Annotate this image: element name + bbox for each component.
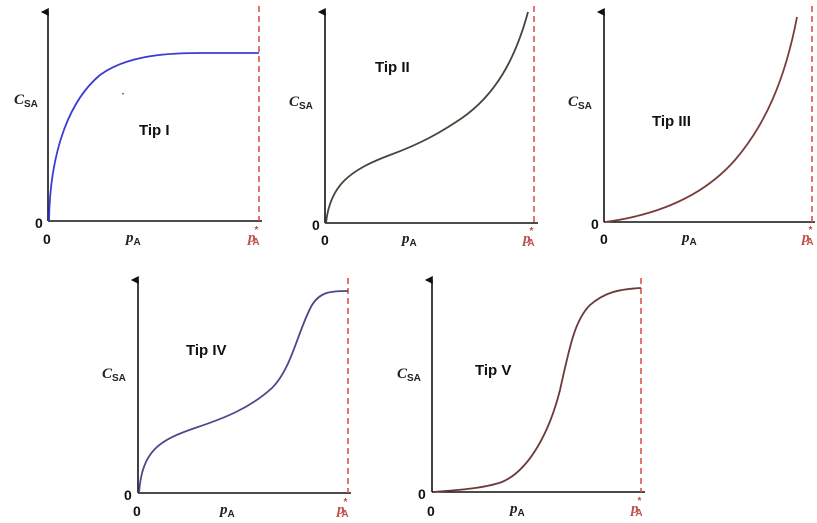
y-axis-label: CSA — [397, 366, 421, 384]
saturation-pressure-label: p* A — [800, 225, 814, 248]
origin-y-zero: 0 — [591, 216, 599, 232]
panel-title: Tip V — [475, 362, 511, 379]
panel-tip-3: CSA 0 0 pA p* A Tip III — [568, 6, 815, 248]
origin-x-zero: 0 — [427, 503, 435, 519]
x-axis-label: pA — [508, 501, 525, 519]
saturation-pressure-label: p* A — [335, 497, 349, 520]
isotherm-curve — [605, 17, 797, 222]
isotherm-curve — [433, 288, 641, 492]
origin-x-zero: 0 — [600, 231, 608, 247]
saturation-pressure-label: p* A — [521, 226, 535, 249]
x-axis-label: pA — [400, 231, 417, 249]
x-axis-label: pA — [218, 502, 235, 520]
origin-y-zero: 0 — [124, 487, 132, 503]
panel-tip-1: CSA 0 0 pA p* A Tip I — [14, 6, 262, 248]
origin-x-zero: 0 — [133, 503, 141, 519]
origin-x-zero: 0 — [43, 231, 51, 247]
x-axis-label: pA — [124, 230, 141, 248]
panel-tip-2: CSA 0 0 pA p* A Tip II — [289, 6, 538, 249]
y-axis-label: CSA — [14, 92, 38, 110]
y-axis-label: CSA — [289, 94, 313, 112]
panel-tip-4: CSA 0 0 pA p* A Tip IV — [102, 278, 351, 520]
panel-title: Tip III — [652, 113, 691, 130]
x-axis-label: pA — [680, 230, 697, 248]
origin-y-zero: 0 — [418, 486, 426, 502]
origin-x-zero: 0 — [321, 232, 329, 248]
isotherm-curve — [326, 12, 528, 223]
y-axis-label: CSA — [102, 366, 126, 384]
panel-tip-5: CSA 0 0 pA p* A Tip V — [397, 278, 645, 519]
stray-mark — [122, 93, 124, 95]
saturation-pressure-label: p* A — [246, 225, 260, 248]
saturation-pressure-label: p* A — [629, 496, 643, 519]
isotherm-curve — [139, 291, 348, 493]
origin-y-zero: 0 — [35, 215, 43, 231]
origin-y-zero: 0 — [312, 217, 320, 233]
panel-title: Tip II — [375, 59, 410, 76]
panel-title: Tip I — [139, 122, 170, 139]
y-axis-label: CSA — [568, 94, 592, 112]
panel-title: Tip IV — [186, 342, 227, 359]
